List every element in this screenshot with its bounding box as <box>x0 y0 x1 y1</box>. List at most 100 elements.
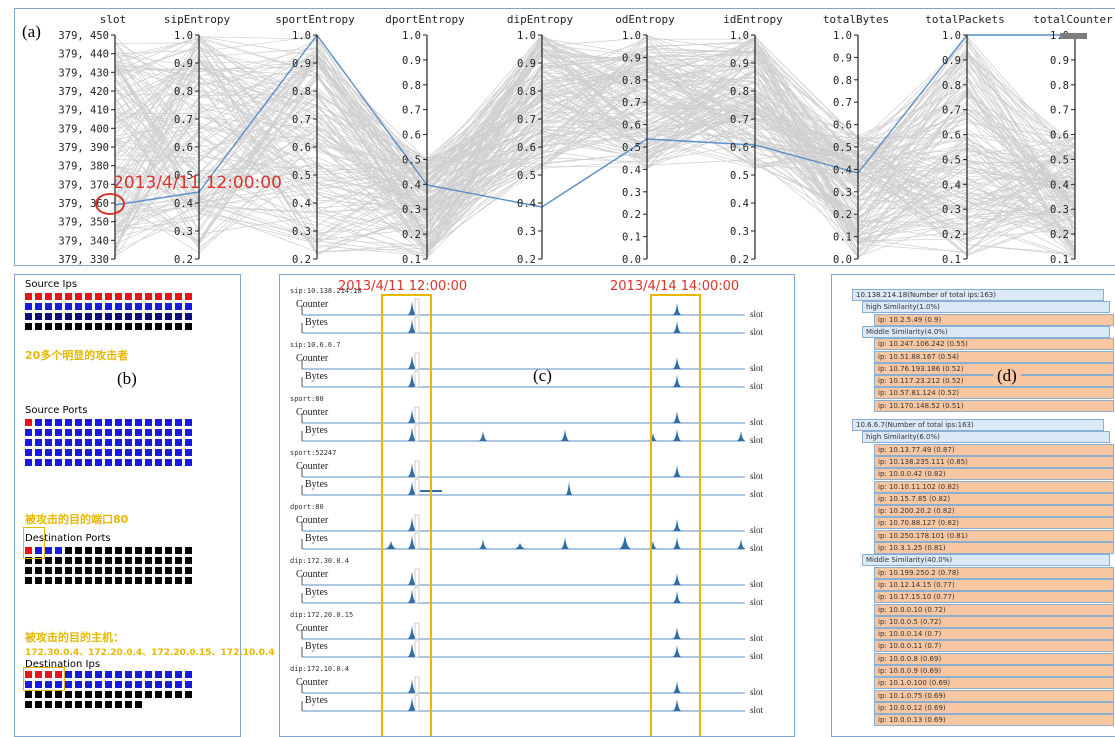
matrix-cell[interactable] <box>45 303 52 310</box>
matrix-cell[interactable] <box>55 691 62 698</box>
similarity-item[interactable]: ip: 10.57.81.124 (0.52) <box>874 387 1114 400</box>
matrix-cell[interactable] <box>75 459 82 466</box>
matrix-cell[interactable] <box>135 313 142 320</box>
matrix-cell[interactable] <box>185 701 192 708</box>
matrix-cell[interactable] <box>175 681 182 688</box>
matrix-cell[interactable] <box>135 293 142 300</box>
similarity-header[interactable]: 10.6.6.7(Number of total ips:163) <box>852 419 1104 431</box>
matrix-cell[interactable] <box>25 681 32 688</box>
matrix-cell[interactable] <box>95 429 102 436</box>
matrix-cell[interactable] <box>175 293 182 300</box>
matrix-cell[interactable] <box>135 681 142 688</box>
matrix-cell[interactable] <box>45 313 52 320</box>
matrix-cell[interactable] <box>45 681 52 688</box>
matrix-cell[interactable] <box>55 557 62 564</box>
matrix-cell[interactable] <box>45 439 52 446</box>
matrix-cell[interactable] <box>125 691 132 698</box>
matrix-cell[interactable] <box>85 681 92 688</box>
matrix-cell[interactable] <box>185 323 192 330</box>
matrix-cell[interactable] <box>65 681 72 688</box>
matrix-cell[interactable] <box>75 439 82 446</box>
matrix-cell[interactable] <box>105 577 112 584</box>
matrix-cell[interactable] <box>65 449 72 456</box>
matrix-cell[interactable] <box>185 459 192 466</box>
matrix-cell[interactable] <box>145 419 152 426</box>
matrix-cell[interactable] <box>105 323 112 330</box>
matrix-cell[interactable] <box>125 313 132 320</box>
matrix-cell[interactable] <box>65 323 72 330</box>
timeline-chart[interactable] <box>280 275 794 736</box>
matrix-cell[interactable] <box>65 293 72 300</box>
matrix-cell[interactable] <box>115 449 122 456</box>
matrix-cell[interactable] <box>185 313 192 320</box>
matrix-cell[interactable] <box>145 701 152 708</box>
matrix-cell[interactable] <box>145 557 152 564</box>
matrix-cell[interactable] <box>105 459 112 466</box>
matrix-cell[interactable] <box>165 429 172 436</box>
matrix-cell[interactable] <box>175 701 182 708</box>
similarity-item[interactable]: ip: 10.0.0.42 (0.82) <box>874 468 1114 481</box>
matrix-cell[interactable] <box>85 419 92 426</box>
matrix-cell[interactable] <box>185 429 192 436</box>
matrix-cell[interactable] <box>75 577 82 584</box>
matrix-cell[interactable] <box>45 449 52 456</box>
matrix-cell[interactable] <box>35 313 42 320</box>
matrix-cell[interactable] <box>125 681 132 688</box>
matrix-cell[interactable] <box>95 671 102 678</box>
matrix-cell[interactable] <box>65 313 72 320</box>
matrix-cell[interactable] <box>165 459 172 466</box>
similarity-item[interactable]: ip: 10.170.148.52 (0.51) <box>874 399 1114 412</box>
matrix-cell[interactable] <box>25 577 32 584</box>
matrix-cell[interactable] <box>185 449 192 456</box>
matrix-cell[interactable] <box>65 547 72 554</box>
matrix-cell[interactable] <box>175 567 182 574</box>
matrix-cell[interactable] <box>95 323 102 330</box>
matrix-cell[interactable] <box>135 701 142 708</box>
matrix-cell[interactable] <box>155 303 162 310</box>
matrix-cell[interactable] <box>25 429 32 436</box>
similarity-item[interactable]: ip: 10.0.0.9 (0.69) <box>874 665 1114 677</box>
matrix-cell[interactable] <box>155 557 162 564</box>
similarity-item[interactable]: ip: 10.12.14.15 (0.77) <box>874 578 1114 591</box>
matrix-cell[interactable] <box>125 439 132 446</box>
matrix-cell[interactable] <box>55 567 62 574</box>
matrix-cell[interactable] <box>185 577 192 584</box>
matrix-cell[interactable] <box>85 449 92 456</box>
matrix-cell[interactable] <box>155 323 162 330</box>
matrix-cell[interactable] <box>185 419 192 426</box>
matrix-cell[interactable] <box>95 313 102 320</box>
matrix-cell[interactable] <box>45 459 52 466</box>
matrix-cell[interactable] <box>85 439 92 446</box>
matrix-cell[interactable] <box>125 459 132 466</box>
matrix-cell[interactable] <box>145 459 152 466</box>
matrix-cell[interactable] <box>25 449 32 456</box>
matrix-cell[interactable] <box>165 419 172 426</box>
matrix-cell[interactable] <box>155 459 162 466</box>
matrix-cell[interactable] <box>25 419 32 426</box>
matrix-cell[interactable] <box>65 557 72 564</box>
matrix-cell[interactable] <box>95 691 102 698</box>
matrix-cell[interactable] <box>115 691 122 698</box>
similarity-item[interactable]: ip: 10.17.15.10 (0.77) <box>874 591 1114 604</box>
matrix-cell[interactable] <box>45 567 52 574</box>
matrix-cell[interactable] <box>115 303 122 310</box>
similarity-header[interactable]: Middle Similarity(40.0%) <box>862 554 1110 567</box>
matrix-cell[interactable] <box>135 429 142 436</box>
matrix-cell[interactable] <box>145 691 152 698</box>
matrix-cell[interactable] <box>75 313 82 320</box>
matrix-cell[interactable] <box>95 449 102 456</box>
parallel-coordinates-plot[interactable]: slot 379, 450 379, 440 379, 430 379, 420 379,… <box>15 9 1115 265</box>
matrix-cell[interactable] <box>115 429 122 436</box>
similarity-header[interactable]: high Similarity(1.0%) <box>862 301 1110 314</box>
matrix-cell[interactable] <box>75 429 82 436</box>
matrix-cell[interactable] <box>135 577 142 584</box>
matrix-cell[interactable] <box>145 293 152 300</box>
source-ports-grid[interactable] <box>25 419 195 469</box>
matrix-cell[interactable] <box>55 419 62 426</box>
matrix-cell[interactable] <box>145 681 152 688</box>
matrix-cell[interactable] <box>105 303 112 310</box>
matrix-cell[interactable] <box>165 313 172 320</box>
dest-ports-grid[interactable] <box>25 547 195 587</box>
matrix-cell[interactable] <box>35 449 42 456</box>
matrix-cell[interactable] <box>85 557 92 564</box>
